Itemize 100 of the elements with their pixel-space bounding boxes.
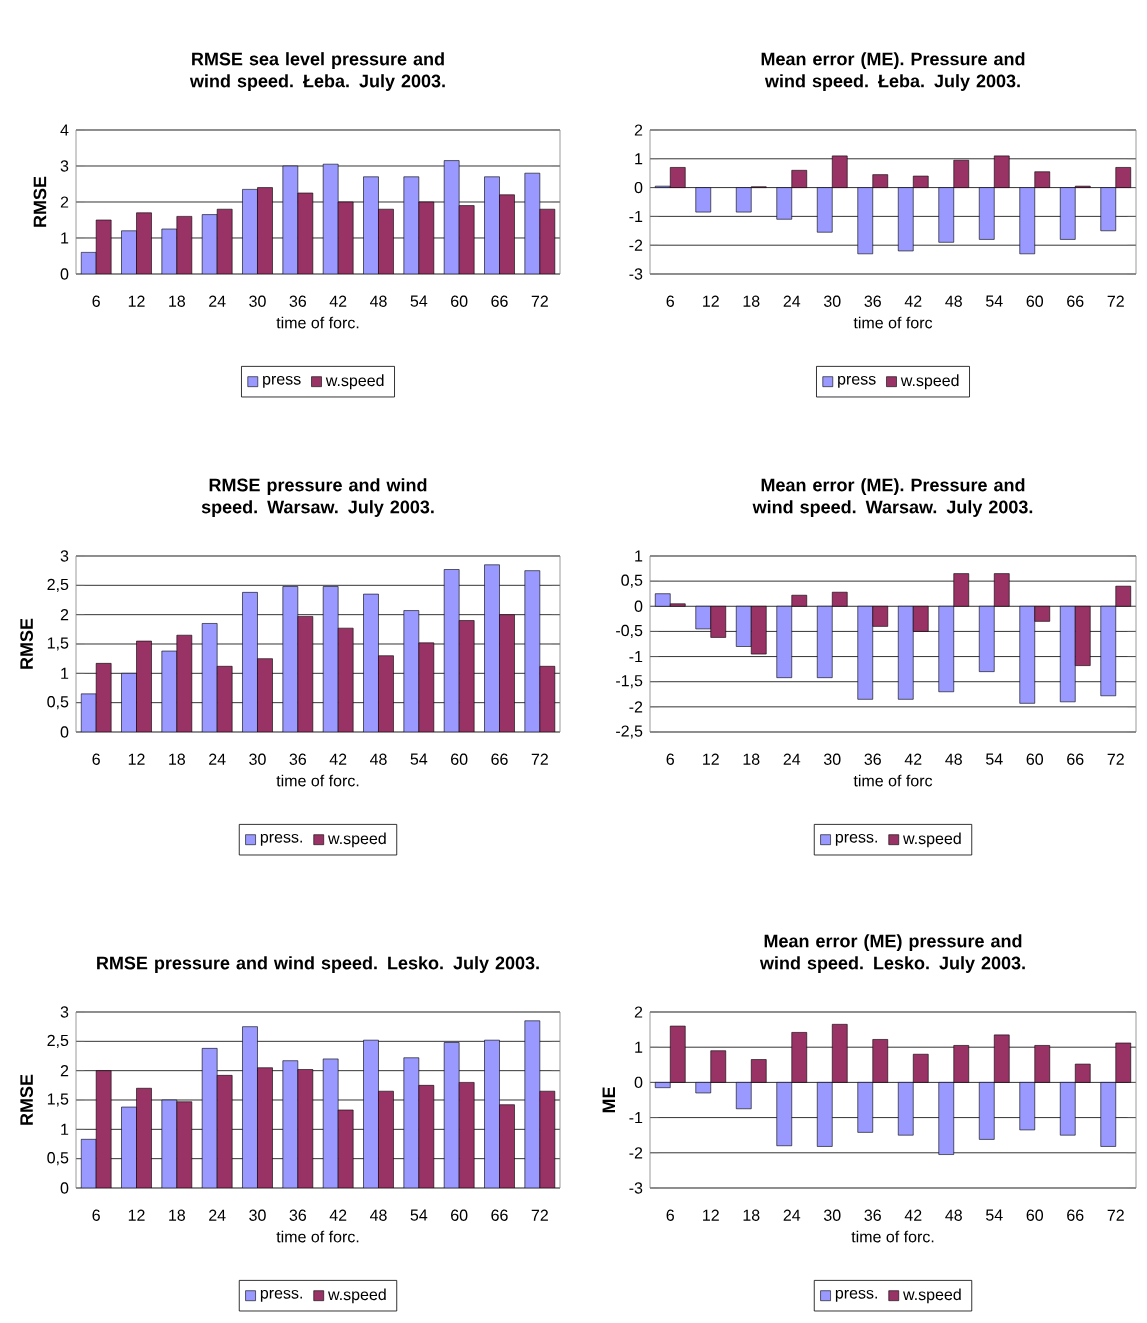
y-tick-label: 0 xyxy=(634,600,643,612)
y-axis-title: ME xyxy=(602,1087,615,1113)
bar xyxy=(121,230,137,274)
y-tick-label: 2,5 xyxy=(47,1034,69,1048)
x-tick-label: 12 xyxy=(703,1209,719,1221)
bar xyxy=(443,160,460,274)
x-tick-label: 60 xyxy=(1026,753,1044,765)
bar xyxy=(121,673,137,732)
chart-title: RMSE pressure and wind speed. Warsaw. July 2003. xyxy=(201,478,434,517)
bar xyxy=(363,176,379,274)
y-tick-label: -2,5 xyxy=(616,725,643,739)
x-axis-title: time of forc. xyxy=(276,774,359,787)
y-tick-label: 0,5 xyxy=(621,574,643,588)
bar xyxy=(363,593,379,732)
bar xyxy=(121,1106,137,1188)
legend-label: press xyxy=(838,375,876,388)
y-tick-label: 1 xyxy=(635,1041,643,1053)
x-tick-label: 48 xyxy=(945,753,962,765)
y-tick-label: 0 xyxy=(634,1076,643,1089)
bar xyxy=(695,187,712,213)
x-tick-label: 24 xyxy=(209,295,226,307)
chart-title: Mean error (ME) pressure and wind speed. Lesko. July 2003. xyxy=(759,934,1025,973)
bar xyxy=(282,165,299,274)
x-tick-label: 6 xyxy=(92,753,100,765)
y-tick-label: 3 xyxy=(60,1006,69,1018)
bar xyxy=(443,1042,460,1188)
x-tick-label: 60 xyxy=(451,295,468,307)
y-tick-label: -1 xyxy=(629,651,643,663)
x-tick-label: 48 xyxy=(945,295,962,307)
y-tick-label: 0 xyxy=(60,268,69,280)
x-axis-title: time of forc. xyxy=(276,1230,359,1243)
x-tick-label: 18 xyxy=(169,753,186,765)
x-tick-label: 36 xyxy=(864,1209,881,1221)
x-tick-label: 18 xyxy=(743,1209,760,1221)
x-tick-label: 66 xyxy=(491,1209,508,1221)
x-tick-label: 54 xyxy=(410,753,428,765)
bar xyxy=(282,586,299,732)
legend-label: press. xyxy=(835,1289,877,1302)
x-tick-label: 72 xyxy=(531,295,548,307)
bar xyxy=(201,1048,218,1188)
chart-title: RMSE sea level pressure and wind speed. Łeba. July 2003. xyxy=(189,52,445,91)
y-tick-label: 2 xyxy=(60,1065,69,1077)
x-tick-label: 36 xyxy=(864,295,881,307)
y-tick-label: -3 xyxy=(629,268,643,280)
x-tick-label: 6 xyxy=(666,1209,674,1221)
y-tick-label: -2 xyxy=(629,1147,643,1159)
x-tick-label: 54 xyxy=(985,295,1003,307)
x-tick-label: 66 xyxy=(491,753,508,765)
x-tick-label: 72 xyxy=(531,1209,548,1221)
bar xyxy=(484,176,500,274)
x-tick-label: 30 xyxy=(249,295,266,307)
x-tick-label: 48 xyxy=(945,1209,962,1221)
y-tick-label: -2 xyxy=(629,239,643,251)
y-tick-label: 1 xyxy=(61,232,69,244)
x-tick-label: 18 xyxy=(169,1209,186,1221)
x-tick-label: 30 xyxy=(823,1209,841,1221)
x-tick-label: 6 xyxy=(92,1209,100,1221)
x-tick-label: 72 xyxy=(1107,753,1124,765)
y-tick-label: 2 xyxy=(60,609,69,621)
x-tick-label: 12 xyxy=(128,1209,145,1221)
x-tick-label: 36 xyxy=(289,753,307,765)
x-tick-label: 60 xyxy=(1026,1209,1044,1221)
legend-label: w.speed xyxy=(325,374,384,390)
y-tick-label: -0,5 xyxy=(616,624,643,639)
y-tick-label: -1,5 xyxy=(616,675,643,689)
x-tick-label: 12 xyxy=(128,753,145,765)
y-tick-label: 0 xyxy=(60,1182,69,1194)
bar xyxy=(322,586,339,732)
x-axis-title: time of forc xyxy=(853,316,933,329)
bar xyxy=(403,176,420,274)
y-tick-label: 3 xyxy=(60,550,69,562)
bar xyxy=(524,172,541,274)
x-tick-label: 36 xyxy=(289,295,307,307)
legend-label: w.speed xyxy=(903,832,961,848)
x-tick-label: 18 xyxy=(743,295,760,307)
y-tick-label: 1 xyxy=(61,1123,69,1135)
bar xyxy=(484,1039,500,1188)
x-tick-label: 66 xyxy=(1067,1209,1084,1221)
y-tick-label: 3 xyxy=(60,160,69,172)
bar xyxy=(443,569,460,732)
x-tick-label: 42 xyxy=(904,295,922,307)
x-tick-label: 48 xyxy=(369,295,387,307)
x-tick-label: 24 xyxy=(783,295,801,307)
legend-label: press. xyxy=(260,1289,302,1302)
x-tick-label: 12 xyxy=(703,753,719,765)
bar xyxy=(322,163,339,274)
bar xyxy=(524,1020,541,1188)
bar xyxy=(242,1026,258,1188)
x-axis-title: time of forc. xyxy=(276,316,359,329)
legend-label: w.speed xyxy=(328,1288,386,1304)
x-tick-label: 54 xyxy=(985,1209,1003,1221)
legend-label: press. xyxy=(835,833,877,846)
y-tick-label: 2 xyxy=(60,196,69,208)
x-tick-label: 48 xyxy=(369,753,387,765)
x-tick-label: 72 xyxy=(1107,1209,1124,1221)
x-tick-label: 60 xyxy=(451,753,468,765)
y-tick-label: -1 xyxy=(629,1112,643,1124)
y-tick-label: 2 xyxy=(634,124,643,136)
x-tick-label: 66 xyxy=(1067,753,1084,765)
bar xyxy=(403,1057,420,1188)
